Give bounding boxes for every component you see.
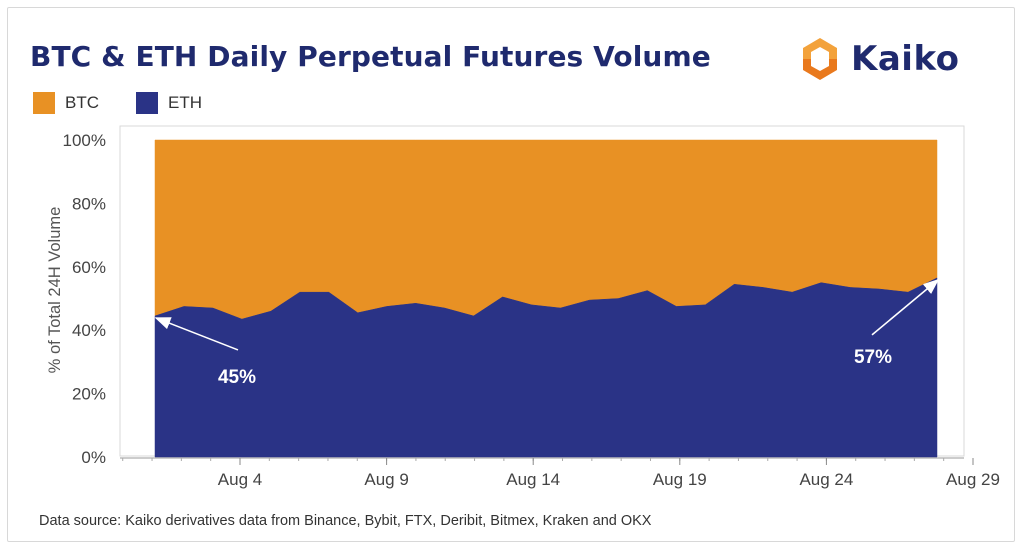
annotation-label: 57% — [854, 347, 892, 368]
data-source-note: Data source: Kaiko derivatives data from… — [39, 513, 652, 529]
y-tick-label: 100% — [63, 131, 106, 150]
legend-swatch-btc — [33, 92, 55, 114]
chart-areas — [154, 139, 938, 458]
legend-label-eth: ETH — [168, 93, 202, 112]
x-tick-label: Aug 4 — [218, 470, 262, 489]
kaiko-logo-text: Kaiko — [851, 39, 960, 79]
y-tick-label: 80% — [72, 194, 106, 213]
chart-title: BTC & ETH Daily Perpetual Futures Volume — [30, 40, 711, 73]
legend-label-btc: BTC — [65, 93, 99, 112]
legend-item-eth: ETH — [136, 92, 202, 114]
y-axis-label: % of Total 24H Volume — [46, 207, 64, 374]
y-tick-label: 20% — [72, 385, 106, 404]
annotation-arrow — [154, 317, 239, 351]
area-eth — [154, 277, 938, 458]
legend-swatch-eth — [136, 92, 158, 114]
kaiko-logo-icon — [803, 38, 837, 80]
x-tick-label: Aug 9 — [364, 470, 408, 489]
x-axis-ticks: Aug 4 Aug 9 Aug 14 Aug 19 Aug 24 Aug 29 — [218, 458, 1000, 489]
y-tick-label: 0% — [81, 448, 106, 467]
x-tick-label: Aug 24 — [799, 470, 853, 489]
annotation-label: 45% — [218, 367, 256, 388]
kaiko-logo: Kaiko — [797, 36, 960, 82]
chart-annotations: 45% 57% — [154, 278, 940, 388]
annotation-arrow — [871, 278, 940, 336]
y-tick-label: 40% — [72, 321, 106, 340]
chart-legend: BTC ETH — [33, 92, 239, 114]
x-tick-label: Aug 14 — [506, 470, 560, 489]
legend-item-btc: BTC — [33, 92, 99, 114]
y-axis-ticks: 0% 20% 40% 60% 80% 100% — [63, 131, 106, 467]
x-tick-label: Aug 29 — [946, 470, 1000, 489]
x-tick-label: Aug 19 — [653, 470, 707, 489]
y-tick-label: 60% — [72, 258, 106, 277]
